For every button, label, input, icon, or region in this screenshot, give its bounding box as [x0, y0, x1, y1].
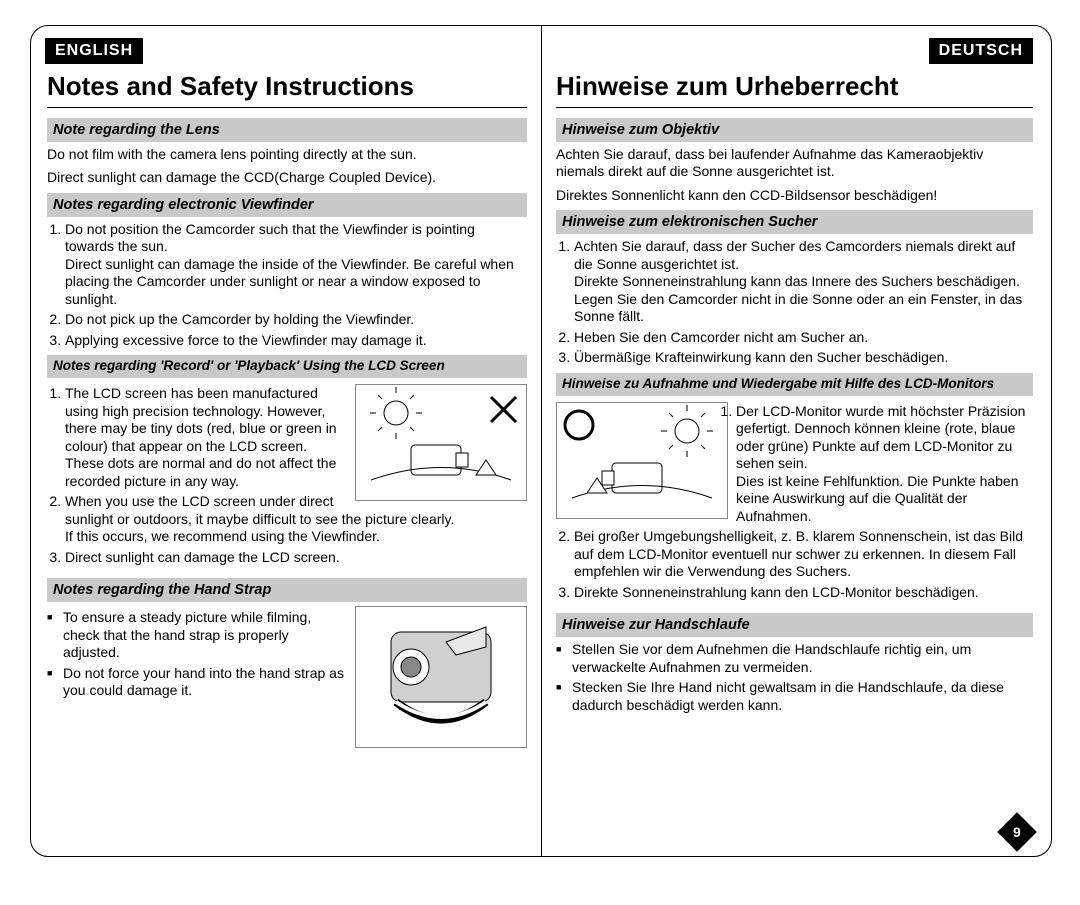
- right-s2-head: Hinweise zum elektronischen Sucher: [556, 210, 1033, 234]
- lang-tag-deutsch: DEUTSCH: [929, 38, 1033, 64]
- left-s4-head: Notes regarding the Hand Strap: [47, 578, 527, 602]
- right-s2-list: Achten Sie darauf, dass der Sucher des C…: [574, 238, 1033, 367]
- left-s1-p2: Direct sunlight can damage the CCD(Charg…: [47, 169, 527, 187]
- list-item: Direct sunlight can damage the LCD scree…: [65, 549, 527, 567]
- right-s1-p1: Achten Sie darauf, dass bei laufender Au…: [556, 146, 1033, 181]
- list-item: Applying excessive force to the Viewfind…: [65, 332, 527, 350]
- list-item: Übermäßige Krafteinwirkung kann den Such…: [574, 349, 1033, 367]
- list-item: Bei großer Umgebungshelligkeit, z. B. kl…: [574, 528, 1033, 581]
- illustration-sun-incorrect: [355, 384, 527, 501]
- page-number: 9: [1013, 824, 1021, 840]
- list-item: Do not pick up the Camcorder by holding …: [65, 311, 527, 329]
- left-column: ENGLISH Notes and Safety Instructions No…: [31, 26, 541, 856]
- left-s4-list: To ensure a steady picture while filming…: [47, 609, 347, 700]
- right-s4-list: Stellen Sie vor dem Aufnehmen die Handsc…: [556, 641, 1033, 714]
- left-s3-head: Notes regarding 'Record' or 'Playback' U…: [47, 355, 527, 378]
- right-s3-body: Der LCD-Monitor wurde mit höchster Präzi…: [556, 400, 1033, 608]
- left-s3-body: The LCD screen has been manufactured usi…: [47, 382, 527, 572]
- list-item: Do not force your hand into the hand str…: [47, 665, 347, 700]
- text: Dies ist keine Fehlfunktion. Die Punkte …: [736, 473, 1019, 524]
- list-item: Achten Sie darauf, dass der Sucher des C…: [574, 238, 1033, 326]
- list-item: Stecken Sie Ihre Hand nicht gewaltsam in…: [556, 679, 1033, 714]
- right-s1-head: Hinweise zum Objektiv: [556, 118, 1033, 142]
- left-s4-body: To ensure a steady picture while filming…: [47, 606, 527, 748]
- text: Achten Sie darauf, dass der Sucher des C…: [574, 238, 1015, 272]
- list-item: Heben Sie den Camcorder nicht am Sucher …: [574, 329, 1033, 347]
- text: Der LCD-Monitor wurde mit höchster Präzi…: [736, 403, 1025, 472]
- left-title: Notes and Safety Instructions: [47, 70, 527, 108]
- text: Do not position the Camcorder such that …: [65, 221, 475, 255]
- text: If this occurs, we recommend using the V…: [65, 528, 380, 544]
- lang-tag-english: ENGLISH: [45, 38, 143, 64]
- left-s1-p1: Do not film with the camera lens pointin…: [47, 146, 527, 164]
- manual-page: ENGLISH Notes and Safety Instructions No…: [30, 25, 1052, 857]
- text: Direct sunlight can damage the inside of…: [65, 256, 514, 307]
- right-title: Hinweise zum Urheberrecht: [556, 70, 1033, 108]
- text: Direkte Sonneneinstrahlung kann das Inne…: [574, 273, 1022, 324]
- left-s1-head: Note regarding the Lens: [47, 118, 527, 142]
- list-item: Stellen Sie vor dem Aufnehmen die Handsc…: [556, 641, 1033, 676]
- illustration-hand-strap: [355, 606, 527, 748]
- list-item: Do not position the Camcorder such that …: [65, 221, 527, 309]
- list-item: To ensure a steady picture while filming…: [47, 609, 347, 662]
- right-s1-p2: Direktes Sonnenlicht kann den CCD-Bildse…: [556, 187, 1033, 205]
- right-s3-head: Hinweise zu Aufnahme und Wiedergabe mit …: [556, 373, 1033, 396]
- left-s2-head: Notes regarding electronic Viewfinder: [47, 193, 527, 217]
- right-column: DEUTSCH Hinweise zum Urheberrecht Hinwei…: [541, 26, 1051, 856]
- left-s2-list: Do not position the Camcorder such that …: [65, 221, 527, 350]
- list-item: Direkte Sonneneinstrahlung kann den LCD-…: [574, 584, 1033, 602]
- illustration-sun-correct: [556, 402, 728, 519]
- right-s4-head: Hinweise zur Handschlaufe: [556, 613, 1033, 637]
